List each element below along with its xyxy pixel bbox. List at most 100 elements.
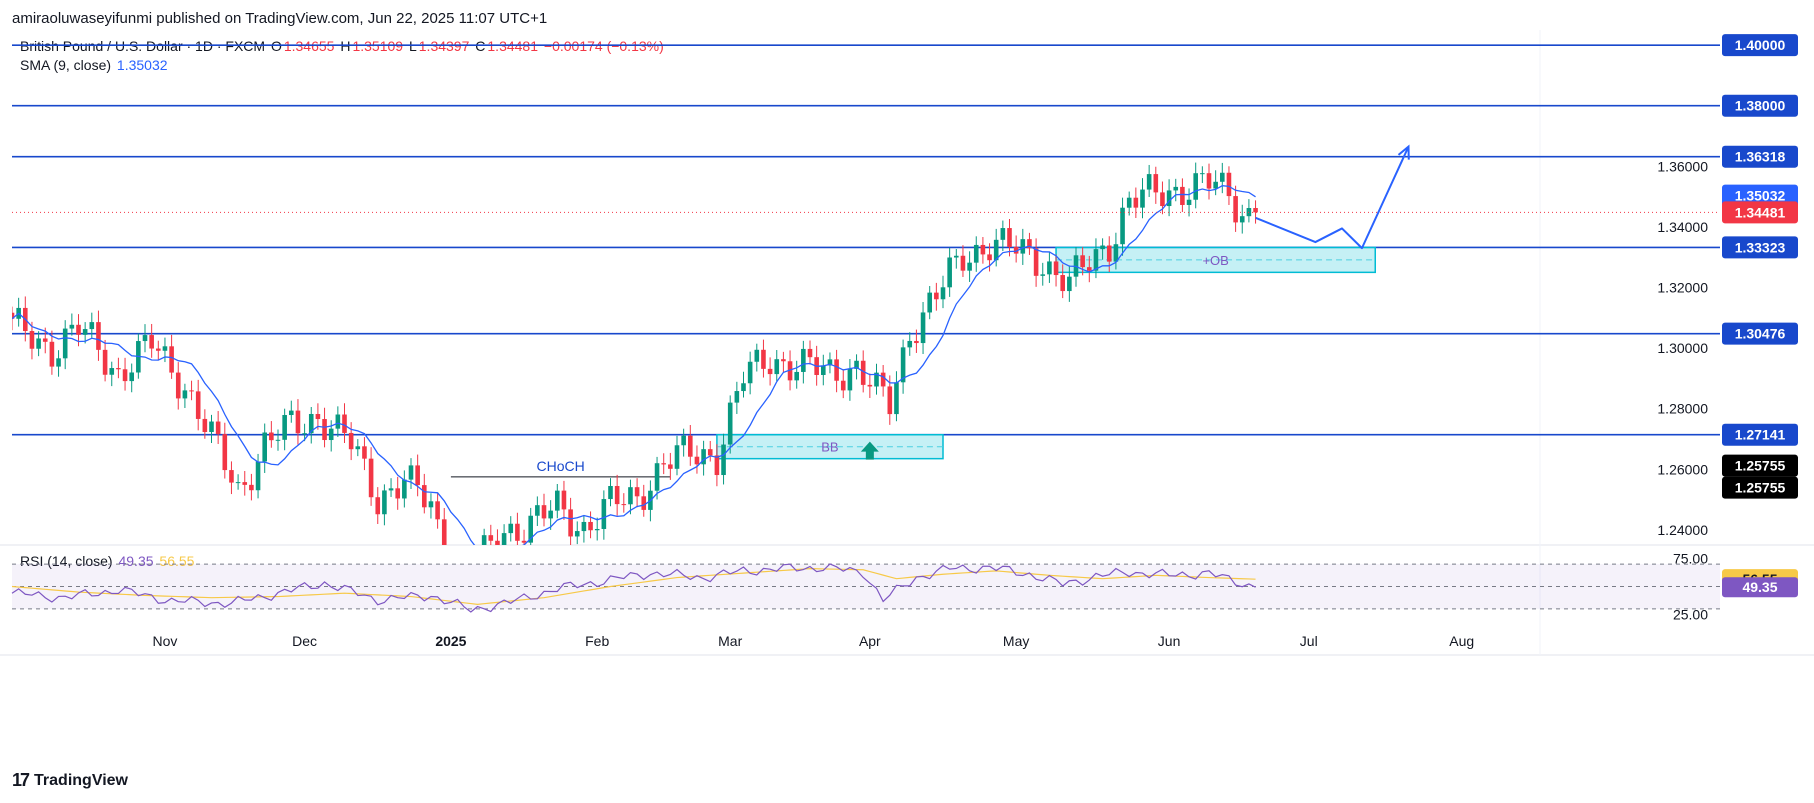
candle-body [302, 433, 307, 435]
choch-label: CHoCH [537, 458, 585, 474]
candle-body [1160, 192, 1165, 207]
candle-body [308, 413, 314, 434]
tradingview-logo-icon: 17 [12, 770, 30, 790]
candle-body [488, 535, 494, 541]
candle-body [727, 402, 733, 445]
candle-body [1206, 173, 1212, 189]
candle-body [368, 458, 374, 498]
candle-body [255, 461, 261, 491]
crosshair-badge: 1.25755 [1735, 480, 1786, 496]
candle-body [1133, 197, 1139, 208]
candle-body [1047, 261, 1052, 275]
sma-badge-bg [1722, 184, 1798, 207]
candle-body [1093, 249, 1099, 271]
candle-body [987, 254, 992, 261]
level-badge: 1.27141 [1735, 427, 1786, 443]
candle-body [661, 463, 666, 465]
level-badge-bg [1722, 423, 1798, 446]
candle-body [1173, 186, 1179, 191]
candle-body [701, 449, 706, 465]
rsi-label: RSI (14, close) [20, 553, 113, 569]
time-axis-label: Feb [585, 633, 609, 649]
candle-body [249, 484, 254, 491]
candle-body [900, 347, 906, 383]
price-tick-label: 1.24000 [1657, 522, 1708, 538]
rsi-badge: 49.35 [1742, 579, 1777, 595]
candle-body [422, 485, 427, 508]
candle-body [821, 365, 826, 375]
candle-body [1040, 274, 1046, 276]
candle-body [435, 501, 440, 520]
up-arrow-icon [860, 441, 879, 460]
candle-body [129, 372, 134, 382]
candle-body [189, 390, 194, 392]
candle-body [282, 415, 287, 440]
candle-body [29, 331, 35, 349]
price-tick-label: 1.30000 [1657, 340, 1708, 356]
candle-body [993, 239, 999, 261]
close-value: 1.34481 [487, 38, 538, 54]
crosshair-badge: 1.25755 [1735, 458, 1786, 474]
candle-body [894, 382, 899, 415]
candle-body [495, 540, 500, 545]
time-axis-label: Mar [718, 633, 742, 649]
candle-body [1067, 276, 1072, 292]
level-badge: 1.33323 [1735, 239, 1786, 255]
low-value: 1.34397 [418, 38, 470, 54]
candle-body [355, 446, 361, 450]
candle-body [162, 346, 168, 351]
candle-body [594, 528, 600, 531]
candle-body [940, 287, 946, 300]
candle-body [1140, 189, 1145, 208]
candle-body [56, 358, 61, 367]
price-tick-label: 1.36000 [1657, 158, 1708, 174]
candle-body [555, 490, 560, 511]
candle-body [501, 533, 507, 545]
change-value: −0.00174 (−0.13%) [543, 38, 664, 54]
candle-body [328, 428, 334, 441]
candle-body [854, 360, 859, 369]
open-label: O [270, 38, 282, 54]
candle-body [787, 361, 793, 381]
candle-body [1087, 267, 1092, 271]
candle-body [528, 515, 533, 543]
price-tick-label: 1.32000 [1657, 280, 1708, 296]
candle-body [907, 340, 913, 348]
candle-body [156, 348, 161, 351]
candle-body [847, 368, 853, 391]
candle-body [887, 386, 893, 415]
candle-body [960, 255, 966, 271]
price-tick-label: 1.28000 [1657, 401, 1708, 417]
rsi-badge-bg [1722, 577, 1798, 598]
level-badge: 1.40000 [1735, 37, 1786, 53]
candle-body [628, 487, 633, 505]
candle-body [1153, 174, 1159, 193]
candle-body [674, 445, 680, 469]
candle-body [235, 482, 241, 484]
sma-value: 1.35032 [116, 57, 168, 73]
candle-body [1253, 208, 1258, 213]
candle-body [914, 340, 919, 344]
candle-body [382, 490, 387, 515]
candle-body [149, 335, 154, 349]
candle-body [36, 338, 41, 349]
candle-body [96, 322, 101, 350]
candle-body [694, 456, 700, 465]
time-axis-label: Nov [152, 633, 177, 649]
candle-body [12, 312, 15, 319]
candle-body [82, 329, 88, 335]
candle-body [202, 418, 208, 433]
candle-body [1020, 239, 1026, 254]
rsi-tick-label: 25.00 [1673, 606, 1708, 622]
candle-body [681, 435, 686, 446]
candle-body [1200, 173, 1205, 175]
candle-body [634, 487, 640, 497]
candle-body [521, 540, 527, 543]
candle-body [402, 479, 407, 499]
candle-body [335, 414, 341, 429]
candle-body [289, 410, 294, 416]
candle-body [535, 505, 540, 516]
level-badge: 1.36318 [1735, 149, 1786, 165]
candle-body [515, 523, 520, 541]
